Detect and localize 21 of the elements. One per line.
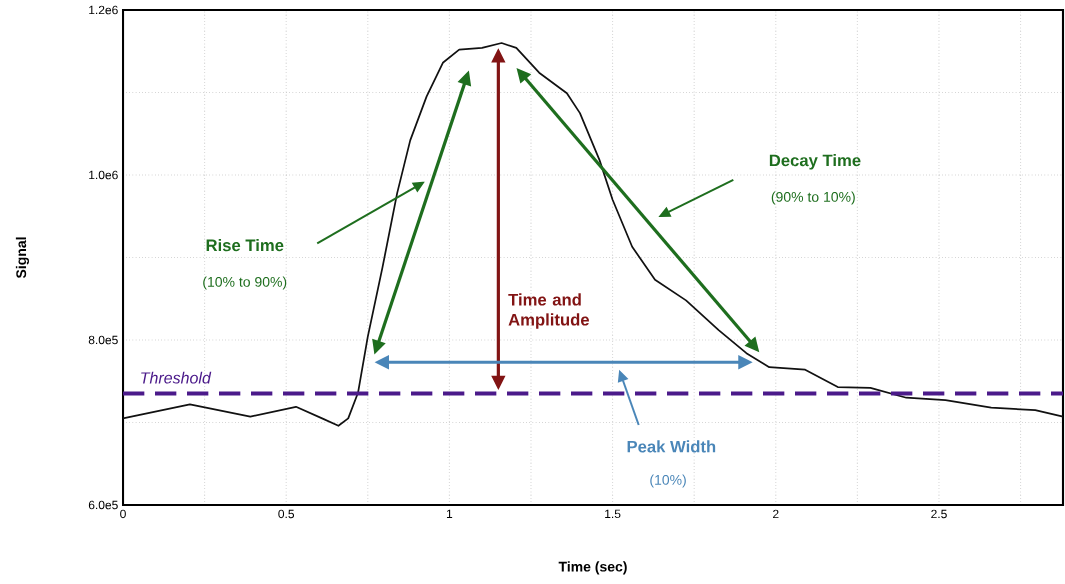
annotation: Time and Amplitude: [508, 293, 590, 329]
x-tick-label: 2.5: [931, 509, 947, 519]
y-tick-label: 6.0e5: [88, 500, 118, 510]
annotation: (10%): [650, 474, 686, 488]
annotation: Rise Time: [206, 238, 284, 252]
annotation: Decay Time: [769, 154, 861, 170]
ref-line-label: Threshold: [141, 371, 212, 384]
y-tick-label: 1.2e6: [89, 5, 118, 15]
annotation: Peak Width: [627, 440, 716, 453]
y-axis-title: Signal: [15, 237, 29, 279]
x-axis-title: Time (sec): [558, 561, 627, 575]
y-tick-label: 8.0e5: [88, 335, 118, 345]
y-tick-label: 1.0e6: [89, 170, 118, 180]
x-tick-label: 1: [446, 509, 453, 518]
x-tick-label: 0: [120, 509, 126, 519]
x-tick-label: 2: [773, 509, 779, 519]
x-tick-label: 0.5: [278, 509, 295, 519]
x-tick-label: 1.5: [605, 509, 621, 519]
annotation: (90% to 10%): [771, 191, 855, 205]
annotation: (10% to 90%): [203, 276, 287, 290]
line-series: [122, 42, 1064, 427]
